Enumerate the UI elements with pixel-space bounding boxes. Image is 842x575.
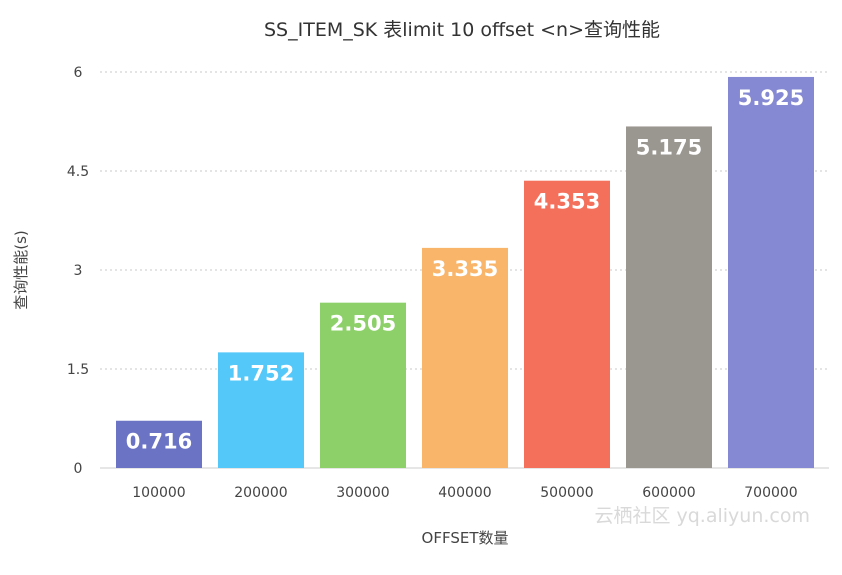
x-tick-label: 100000 (132, 485, 185, 501)
bar (422, 247, 508, 468)
x-tick-label: 700000 (744, 485, 797, 501)
watermark-text: 云栖社区 yq.aliyun.com (594, 505, 810, 527)
y-tick-label: 6 (74, 65, 83, 81)
y-tick-label: 4.5 (67, 164, 89, 180)
x-tick-label: 400000 (438, 485, 491, 501)
bar (218, 352, 304, 468)
bar-value-label: 5.925 (738, 86, 804, 110)
x-axis-label: OFFSET数量 (422, 529, 509, 547)
bars: 0.716 1.752 2.505 3.335 4.353 5.175 5.925 (116, 76, 814, 468)
bar (626, 126, 712, 468)
bar-value-label: 4.353 (534, 190, 600, 214)
bar-value-label: 3.335 (432, 257, 498, 281)
y-axis-label: 查询性能(s) (12, 230, 30, 310)
bar (116, 420, 202, 468)
y-axis-ticks: 0 1.5 3 4.5 6 (67, 65, 89, 477)
x-axis-ticks: 100000 200000 300000 400000 500000 600000 7000… (132, 485, 797, 501)
y-tick-label: 0 (74, 461, 83, 477)
x-tick-label: 500000 (540, 485, 593, 501)
y-tick-label: 3 (74, 263, 83, 279)
bar (524, 180, 610, 468)
x-tick-label: 200000 (234, 485, 287, 501)
chart-title: SS_ITEM_SK 表limit 10 offset <n>查询性能 (264, 19, 660, 41)
bar-value-label: 0.716 (126, 430, 192, 454)
bar (728, 76, 814, 468)
bar (320, 302, 406, 468)
bar-value-label: 1.752 (228, 361, 294, 385)
x-tick-label: 600000 (642, 485, 695, 501)
y-tick-label: 1.5 (67, 362, 89, 378)
bar-value-label: 2.505 (330, 312, 396, 336)
bar-value-label: 5.175 (636, 135, 702, 159)
x-tick-label: 300000 (336, 485, 389, 501)
